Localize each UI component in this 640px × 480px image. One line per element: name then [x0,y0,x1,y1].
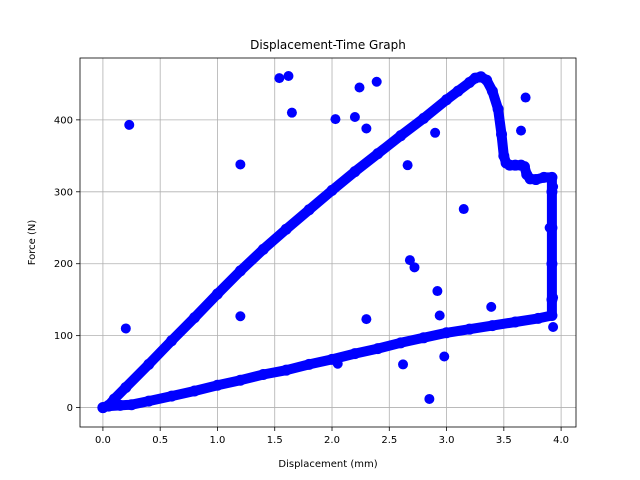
data-point [546,310,558,322]
data-point [509,316,521,328]
data-point [114,399,126,411]
data-point [234,374,246,386]
data-point [395,337,407,349]
data-point [120,381,132,393]
data-point [97,402,109,414]
data-point [349,111,360,122]
data-point [409,262,420,273]
data-point [546,171,558,183]
data-point [548,292,559,303]
data-point [303,204,315,216]
data-point [211,288,223,300]
data-point [166,335,178,347]
data-point [434,310,445,321]
x-axis-label: Displacement (mm) [278,459,377,470]
data-point [143,358,155,370]
y-tick-label: 0 [67,403,73,414]
data-point [486,320,498,332]
data-point [452,85,464,97]
data-point [404,255,415,266]
data-point [520,92,531,103]
x-tick-label: 2.5 [381,435,397,446]
chart-title: Displacement-Time Graph [250,38,406,52]
data-point [432,286,443,297]
data-point [286,107,297,118]
data-point [349,166,361,178]
data-point [486,85,498,97]
data-point [274,73,285,84]
x-tick-label: 0.0 [95,435,111,446]
x-tick-label: 3.0 [439,435,455,446]
data-point [439,351,450,362]
data-point [548,181,559,192]
data-point [189,385,201,397]
data-point [257,368,269,380]
data-point [496,128,508,140]
data-point [326,184,338,196]
y-tick-label: 100 [54,331,73,342]
data-point [372,148,384,160]
data-point [303,358,315,370]
y-tick-label: 200 [54,259,73,270]
data-point [280,364,292,376]
data-point [143,395,155,407]
data-point [361,123,372,134]
x-tick-label: 1.0 [210,435,226,446]
data-point [402,160,413,171]
data-point [189,312,201,324]
plot-frame [79,57,577,428]
data-point [235,311,246,322]
data-point [441,94,453,106]
data-point [458,204,469,215]
data-point [548,322,559,333]
data-point [283,70,294,81]
data-point [463,323,475,335]
data-point [424,393,435,404]
x-tick-label: 3.5 [496,435,512,446]
data-point [330,114,341,125]
data-point [372,343,384,355]
axis-ticks: 0.0 0.5 1.0 1.5 2.0 2.5 3.0 3.5 4.0 0 100 200 300 400 [54,115,569,446]
data-point [486,301,497,312]
x-tick-label: 0.5 [152,435,168,446]
data-point [280,223,292,235]
x-tick-label: 2.0 [324,435,340,446]
data-point [235,159,246,170]
data-point [516,125,527,136]
y-axis-label: Force (N) [27,220,38,266]
data-point [532,312,544,324]
y-tick-label: 300 [54,187,73,198]
data-point [120,323,131,334]
data-point [544,222,555,233]
data-point [418,332,430,344]
scatter-outlier-series [120,70,559,404]
y-tick-label: 400 [54,115,73,126]
data-point [418,112,430,124]
x-tick-label: 1.5 [267,435,283,446]
data-point [349,348,361,360]
data-point [371,76,382,87]
data-point [166,390,178,402]
data-point [546,258,558,270]
data-point [124,119,135,130]
data-point [361,314,372,325]
data-point [430,127,441,138]
data-point [481,74,493,86]
data-point [234,265,246,277]
data-point [395,130,407,142]
data-point [398,359,409,370]
data-point [538,171,550,183]
data-point [492,103,504,115]
data-point [126,399,138,411]
data-point [211,379,223,391]
data-layer [97,70,559,414]
dense-curve-series [97,71,558,414]
data-point [257,243,269,255]
data-point [332,358,343,369]
data-point [354,82,365,93]
data-point [441,327,453,339]
x-tick-label: 4.0 [553,435,569,446]
